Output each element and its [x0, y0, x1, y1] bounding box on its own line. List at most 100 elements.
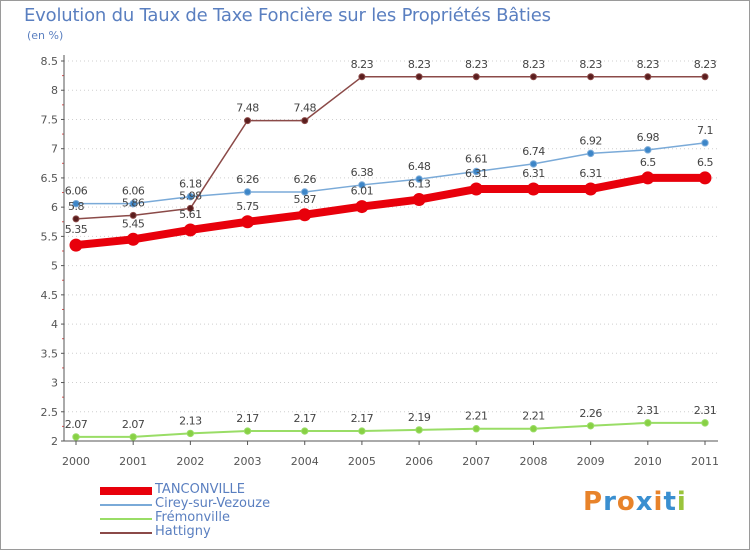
data-point	[698, 171, 712, 185]
data-label: 6.98	[637, 131, 660, 144]
y-tick-label: 5	[51, 260, 58, 273]
data-point	[72, 433, 80, 441]
data-label: 2.17	[236, 412, 259, 425]
data-label: 2.13	[179, 414, 202, 427]
x-tick-label: 2008	[519, 455, 547, 468]
x-tick-label: 2007	[462, 455, 490, 468]
data-label: 6.74	[522, 145, 545, 158]
data-point	[186, 192, 195, 201]
unit-label: (en %)	[27, 29, 64, 42]
x-tick-label: 2011	[691, 455, 719, 468]
data-point	[126, 232, 140, 246]
data-label: 2.19	[408, 411, 431, 424]
data-labels: 5.35 5.45 5.61 5.75 5.87 6.01 6.13 6.31 6.31 6.31…	[65, 58, 717, 431]
data-point	[472, 167, 480, 176]
y-tick-label: 4.5	[41, 289, 59, 302]
data-label: 6.18	[179, 178, 202, 191]
data-point	[472, 73, 480, 81]
x-tick-label: 2009	[577, 455, 605, 468]
legend-item: Frémonville	[100, 510, 400, 525]
logo-letter: P	[583, 487, 604, 517]
data-point	[584, 182, 598, 196]
data-point	[586, 422, 595, 430]
y-tick-label: 3.5	[41, 347, 59, 360]
data-label: 8.23	[522, 58, 545, 71]
y-tick-label: 7.5	[41, 113, 59, 126]
data-label: 6.38	[351, 166, 374, 179]
legend-label: Cirey-sur-Vezouze	[155, 496, 271, 511]
logo-letter: i	[676, 487, 687, 517]
y-tick-label: 2	[51, 435, 58, 448]
data-point	[644, 73, 652, 81]
data-point	[644, 419, 652, 427]
data-point	[298, 208, 312, 222]
logo-letter: t	[663, 487, 677, 517]
series-line-hattigny	[75, 76, 705, 220]
y-tick-label: 4	[51, 318, 58, 331]
data-label: 5.87	[293, 193, 316, 206]
legend-item: Hattigny	[100, 524, 400, 539]
data-point	[69, 238, 83, 252]
data-label: 5.45	[122, 217, 145, 230]
data-point	[241, 215, 255, 229]
data-label: 8.23	[408, 58, 431, 71]
x-tick-label: 2004	[291, 455, 319, 468]
data-point	[641, 171, 655, 185]
data-label: 8.23	[637, 58, 660, 71]
y-tick-label: 8	[51, 84, 58, 97]
data-point	[301, 117, 309, 125]
data-label: 2.31	[694, 404, 717, 417]
data-label: 7.48	[293, 102, 316, 115]
data-label: 2.21	[522, 410, 545, 423]
data-label: 2.26	[579, 407, 602, 420]
axes: 2 2.5 3 3.5 4 4.5 5 5.5 6 6.5 7 7.5 8 8.5 2000 2001 2002…	[41, 55, 719, 468]
proxiti-logo: Proxiti	[583, 487, 687, 517]
data-point	[129, 199, 137, 208]
legend-swatch	[100, 487, 152, 495]
legend-label: Frémonville	[155, 510, 230, 525]
data-point	[129, 211, 137, 219]
data-label: 8.23	[694, 58, 717, 71]
legend-swatch	[100, 518, 152, 520]
data-label: 5.86	[122, 196, 145, 209]
series-line-cirey-sur-vezouze	[76, 142, 706, 205]
legend-label: Hattigny	[155, 524, 211, 539]
data-point	[301, 427, 309, 435]
data-point	[412, 193, 426, 207]
data-label: 6.48	[408, 160, 431, 173]
data-label: 6.61	[465, 152, 488, 165]
data-label: 6.26	[293, 173, 316, 186]
data-point	[355, 200, 369, 214]
series-line-tanconville	[75, 173, 705, 250]
data-label: 5.61	[179, 208, 202, 221]
data-point	[586, 149, 595, 158]
data-point	[301, 188, 309, 196]
legend-swatch	[100, 532, 152, 534]
data-label: 5.98	[179, 189, 202, 202]
logo-letter: o	[616, 487, 636, 517]
y-tick-label: 2.5	[41, 406, 59, 419]
logo-letter: x	[635, 487, 654, 517]
data-point	[72, 199, 80, 208]
data-label: 2.21	[465, 410, 488, 423]
legend: TANCONVILLE Cirey-sur-Vezouze Frémonville H…	[100, 482, 400, 539]
data-point	[701, 73, 709, 81]
chart-title: Evolution du Taux de Taxe Foncière sur l…	[24, 5, 551, 26]
data-point	[186, 204, 194, 212]
x-tick-label: 2000	[62, 455, 90, 468]
y-tick-label: 5.5	[41, 230, 59, 243]
data-point	[129, 433, 137, 441]
legend-swatch	[100, 504, 152, 506]
series-line-fr-monville	[76, 421, 705, 438]
data-label: 6.06	[122, 185, 145, 198]
data-label: 6.31	[465, 167, 488, 180]
x-tick-label: 2006	[405, 455, 433, 468]
data-label: 6.01	[351, 185, 374, 198]
x-tick-label: 2010	[634, 455, 662, 468]
data-label: 6.26	[236, 173, 259, 186]
data-point	[358, 181, 366, 189]
data-point	[526, 182, 540, 196]
data-point	[472, 425, 480, 433]
data-point	[529, 425, 538, 433]
